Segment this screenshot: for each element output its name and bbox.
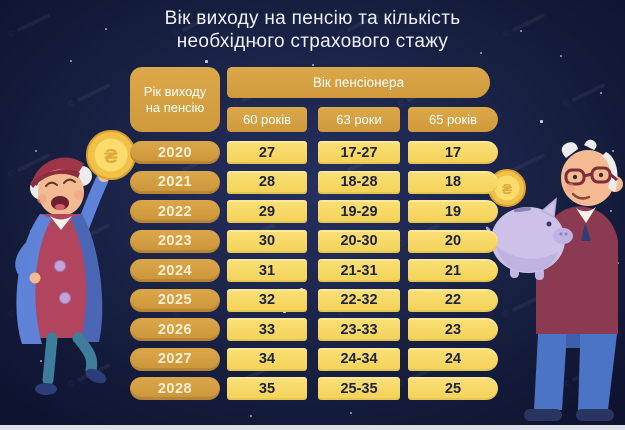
year-cell: 2028 <box>130 377 220 400</box>
value-cell-60: 33 <box>227 318 307 341</box>
value-cell-60: 28 <box>227 170 307 194</box>
table-row: 2020 27 17-27 17 <box>0 141 625 164</box>
value-cell-63: 22-32 <box>318 288 400 312</box>
value-cell-65: 21 <box>408 259 498 282</box>
value-cell-63: 19-29 <box>318 200 400 223</box>
value-cell-60: 29 <box>227 200 307 223</box>
value-cell-60: 31 <box>227 259 307 282</box>
year-cell: 2022 <box>130 200 220 223</box>
table-row: 2022 29 19-29 19 <box>0 200 625 223</box>
year-cell: 2024 <box>130 259 220 282</box>
value-cell-65: 24 <box>408 347 498 371</box>
table-row: 2024 31 21-31 21 <box>0 259 625 282</box>
hryvnia-symbol: ₴ <box>502 181 512 198</box>
value-cell-63: 18-28 <box>318 170 400 194</box>
value-cell-65: 19 <box>408 200 498 223</box>
title-line-1: Вік виходу на пенсію та кількість <box>164 8 461 29</box>
value-cell-65: 22 <box>408 288 498 312</box>
glasses-icon <box>564 166 618 186</box>
hryvnia-symbol: ₴ <box>104 146 117 168</box>
table-row: 2026 33 23-33 23 <box>0 318 625 341</box>
value-cell-65: 23 <box>408 318 498 341</box>
year-cell: 2027 <box>130 347 220 371</box>
year-cell: 2025 <box>130 288 220 312</box>
value-cell-65: 20 <box>408 229 498 253</box>
value-cell-60: 30 <box>227 229 307 253</box>
value-cell-63: 17-27 <box>318 141 400 164</box>
bottom-strip <box>0 425 625 430</box>
year-cell: 2026 <box>130 318 220 341</box>
elderly-man-illustration: ₴ <box>484 139 623 421</box>
table-row: 2021 28 18-28 18 <box>0 170 625 194</box>
elderly-woman-illustration: ₴ <box>15 130 136 395</box>
year-cell: 2020 <box>130 141 220 164</box>
value-cell-65: 17 <box>408 141 498 164</box>
value-cell-63: 24-34 <box>318 347 400 371</box>
table-row: 2028 35 25-35 25 <box>0 377 625 400</box>
column-header-63: 63 роки <box>318 107 400 132</box>
coin-icon: ₴ <box>488 169 526 207</box>
column-header-60: 60 років <box>227 107 307 132</box>
table-row: 2023 30 20-30 20 <box>0 229 625 253</box>
table-body: 2020 27 17-27 17 2021 28 18-28 18 2022 2… <box>0 141 625 400</box>
value-cell-60: 32 <box>227 288 307 312</box>
year-cell: 2021 <box>130 170 220 194</box>
year-cell: 2023 <box>130 229 220 253</box>
infographic-title: Вік виходу на пенсію та кількість необхі… <box>0 7 625 53</box>
piggy-bank-icon <box>484 197 573 280</box>
value-cell-63: 21-31 <box>318 259 400 282</box>
coin-icon: ₴ <box>86 130 136 180</box>
column-header-65: 65 років <box>408 107 498 132</box>
row-header-cell: Рік виходу на пенсію <box>130 67 220 132</box>
value-cell-60: 35 <box>227 377 307 400</box>
table-row: 2027 34 24-34 24 <box>0 347 625 371</box>
value-cell-63: 23-33 <box>318 318 400 341</box>
title-line-2: необхідного страхового стажу <box>176 31 449 52</box>
value-cell-60: 34 <box>227 347 307 371</box>
column-group-header: Вік пенсіонера <box>227 67 490 98</box>
table-row: 2025 32 22-32 22 <box>0 288 625 312</box>
value-cell-60: 27 <box>227 141 307 164</box>
value-cell-63: 25-35 <box>318 377 400 400</box>
value-cell-63: 20-30 <box>318 229 400 253</box>
value-cell-65: 18 <box>408 170 498 194</box>
value-cell-65: 25 <box>408 377 498 400</box>
